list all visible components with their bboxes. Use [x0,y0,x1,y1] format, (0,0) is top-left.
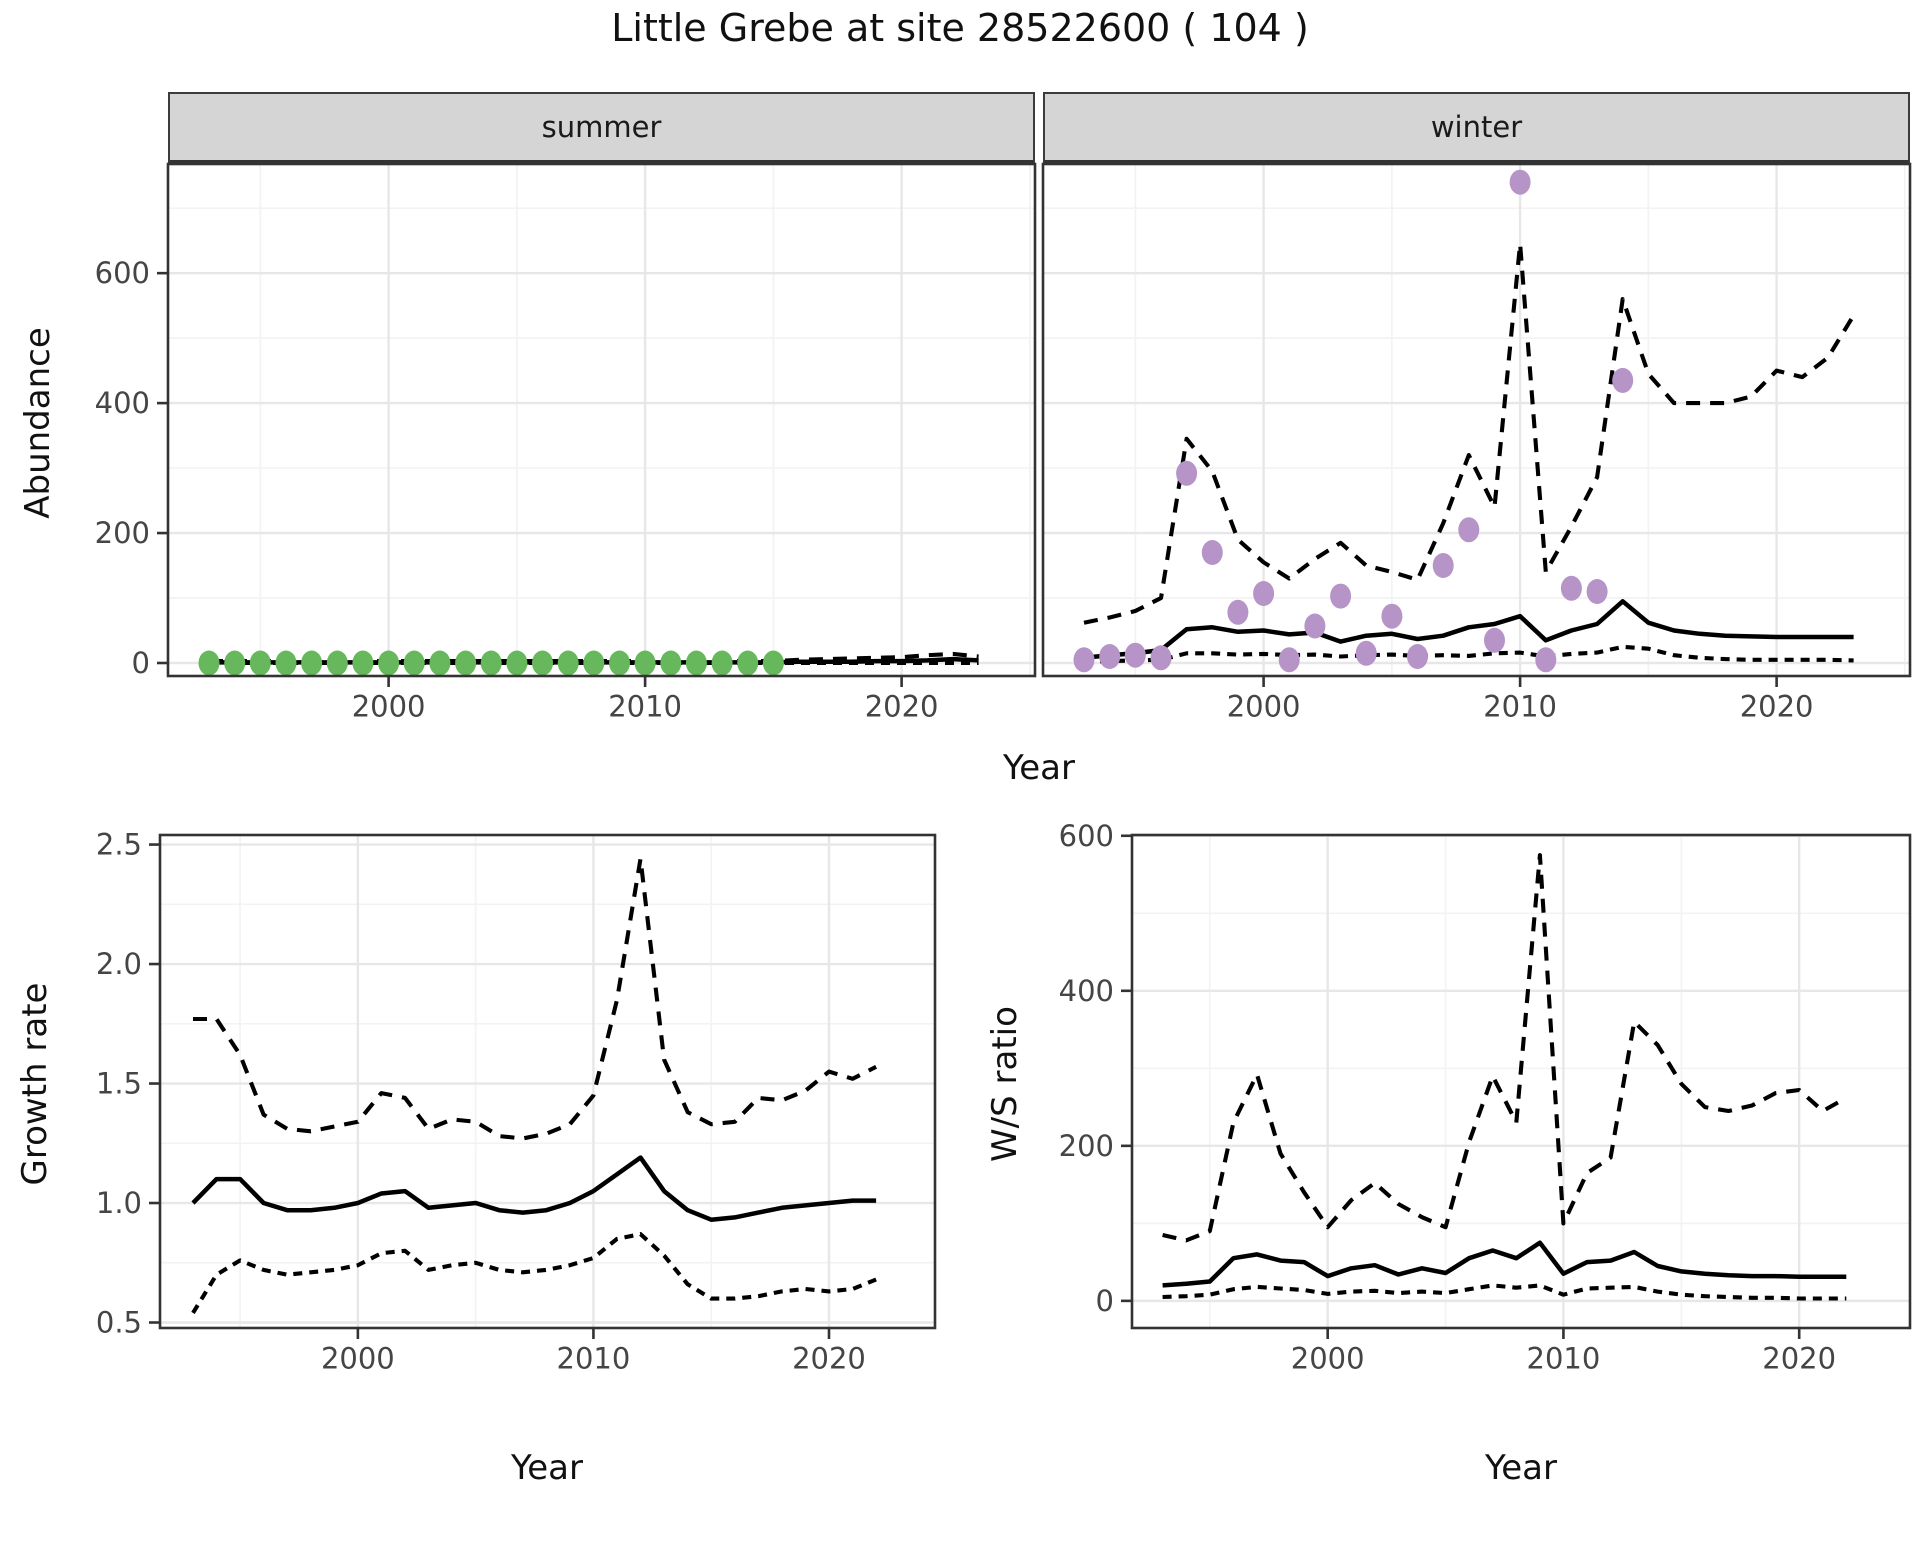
data-point-observed-count [1586,579,1608,604]
facet-strip-summer: summer [168,92,1035,164]
data-point-observed-count [532,650,553,676]
panel-border [1041,162,1912,678]
data-point-observed-count [1407,644,1428,669]
data-point-observed-count [480,650,502,676]
data-point-observed-count [224,650,246,676]
data-point-observed-count [1176,460,1198,486]
data-point-observed-count [634,650,656,676]
data-point-observed-count [1458,517,1480,543]
data-point-observed-count [1073,647,1095,673]
data-point-observed-count [249,650,271,676]
y-tick-label: 600 [95,256,150,290]
data-point-observed-count [198,650,220,676]
panel-background [1132,835,1910,1328]
facet-strip-summer-label: summer [541,110,662,144]
data-point-observed-count [455,650,477,676]
y-axis-title-abundance: Abundance [18,327,58,519]
x-tick-label: 2010 [557,1342,631,1376]
x-tick-label: 2000 [1227,690,1301,724]
data-point-observed-count [1150,645,1172,671]
data-point-observed-count [1535,647,1557,673]
panel-border [1130,833,1912,1330]
y-tick-label: 200 [95,516,150,550]
data-point-observed-count [1253,581,1275,606]
data-point-observed-count [429,650,451,676]
data-point-observed-count [583,650,605,676]
x-axis-title-top: Year [1003,748,1075,788]
x-axis-title-growth-rate: Year [511,1448,583,1488]
x-tick-label: 2010 [1483,690,1557,724]
data-point-observed-count [737,650,759,676]
series-lower_ci [1083,644,1854,664]
series-upper_ci [1083,241,1856,625]
y-tick-label: 200 [1059,1129,1114,1163]
data-point-observed-count [1304,613,1326,639]
x-tick-label: 2000 [321,1342,395,1376]
data-point-observed-count [1227,599,1249,625]
data-point-observed-count [1355,640,1377,666]
data-point-observed-count [1278,647,1300,673]
data-point-observed-count [326,650,348,676]
series-fit [1162,1240,1847,1288]
data-point-observed-count [557,650,579,676]
y-axis-title-ws-ratio: W/S ratio [985,1006,1025,1162]
series-fit [191,1155,877,1222]
data-point-observed-count [352,650,374,676]
data-point-observed-count [1124,642,1146,668]
y-tick-label: 400 [1059,974,1114,1008]
series-upper_ci [193,856,878,1141]
y-tick-label: 400 [95,386,150,420]
x-tick-label: 2010 [1527,1342,1601,1376]
facet-strip-winter-label: winter [1430,110,1523,144]
y-axis-title-growth-rate: Growth rate [15,982,55,1186]
panel-background [1043,164,1910,676]
data-point-observed-count [378,650,400,676]
y-tick-label: 600 [1059,819,1114,853]
data-point-observed-count [506,650,528,676]
y-tick-label: 0 [1096,1284,1114,1318]
data-point-observed-count [1381,603,1403,629]
y-tick-label: 2.0 [96,947,142,981]
y-tick-label: 0 [132,646,150,680]
y-tick-label: 1.5 [96,1067,142,1101]
data-point-observed-count [1612,367,1634,393]
panel-border [166,162,1037,678]
facet-strip-winter: winter [1043,92,1910,164]
data-point-observed-count [762,650,784,676]
data-point-observed-count [1432,553,1454,578]
data-point-observed-count [1484,627,1505,653]
panel-background [160,835,935,1328]
data-point-observed-count [711,650,733,676]
series-lower_ci [1162,1283,1847,1301]
data-point-observed-count [1330,583,1352,609]
data-point-observed-count [609,650,630,676]
x-tick-label: 2020 [792,1342,866,1376]
series-lower_ci [191,1232,877,1314]
x-tick-label: 2010 [608,690,682,724]
data-point-observed-count [275,650,297,676]
data-point-observed-count [1099,644,1121,669]
x-axis-title-ws-ratio: Year [1485,1448,1557,1488]
x-tick-label: 2000 [1291,1342,1365,1376]
y-tick-label: 0.5 [96,1306,142,1340]
x-tick-label: 2020 [865,690,939,724]
series-fit [1083,599,1854,661]
data-point-observed-count [1560,575,1582,601]
y-tick-label: 2.5 [96,828,142,862]
data-point-observed-count [685,650,707,676]
data-point-observed-count [301,650,323,676]
data-point-observed-count [660,650,682,676]
figure-title: Little Grebe at site 28522600 ( 104 ) [611,6,1309,50]
x-tick-label: 2020 [1740,690,1814,724]
panel-background [168,164,1035,676]
y-tick-label: 1.0 [96,1186,142,1220]
x-tick-label: 2020 [1762,1342,1836,1376]
x-tick-label: 2000 [352,690,426,724]
data-point-observed-count [403,650,425,676]
data-point-observed-count [1509,169,1531,195]
data-point-observed-count [1201,540,1223,565]
panel-border [158,833,937,1330]
